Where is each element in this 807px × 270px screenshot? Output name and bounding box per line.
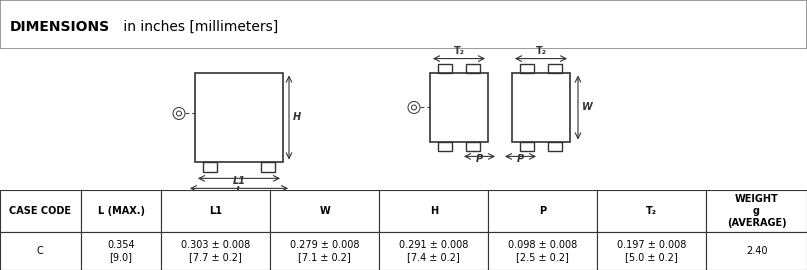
Text: 0.303 ± 0.008
[7.7 ± 0.2]: 0.303 ± 0.008 [7.7 ± 0.2] <box>182 240 250 262</box>
Bar <box>161 190 270 232</box>
Text: C: C <box>37 246 44 256</box>
Bar <box>488 232 597 270</box>
Text: 0.279 ± 0.008
[7.1 ± 0.2]: 0.279 ± 0.008 [7.1 ± 0.2] <box>290 240 360 262</box>
Text: in inches [millimeters]: in inches [millimeters] <box>119 20 278 34</box>
Bar <box>379 190 488 232</box>
Bar <box>512 73 570 143</box>
Bar <box>548 143 562 151</box>
Text: H: H <box>429 206 438 216</box>
Text: P: P <box>539 206 546 216</box>
Bar <box>438 63 452 73</box>
Text: 2.40: 2.40 <box>746 246 767 256</box>
Bar <box>597 190 706 232</box>
Bar <box>520 143 534 151</box>
Text: 0.197 ± 0.008
[5.0 ± 0.2]: 0.197 ± 0.008 [5.0 ± 0.2] <box>617 240 686 262</box>
Text: WEIGHT
g
(AVERAGE): WEIGHT g (AVERAGE) <box>727 194 786 228</box>
Bar <box>195 73 283 162</box>
Text: L: L <box>236 186 242 196</box>
Bar <box>261 162 275 172</box>
Bar <box>466 63 480 73</box>
Bar <box>379 232 488 270</box>
Bar <box>161 232 270 270</box>
Bar <box>203 162 217 172</box>
Text: P: P <box>517 154 524 164</box>
Text: T₂: T₂ <box>536 46 546 56</box>
Text: T₂: T₂ <box>454 46 465 56</box>
Text: 0.098 ± 0.008
[2.5 ± 0.2]: 0.098 ± 0.008 [2.5 ± 0.2] <box>508 240 577 262</box>
Text: 0.291 ± 0.008
[7.4 ± 0.2]: 0.291 ± 0.008 [7.4 ± 0.2] <box>399 240 468 262</box>
Text: T₂: T₂ <box>646 206 657 216</box>
Bar <box>430 73 488 143</box>
Bar <box>270 232 379 270</box>
Text: 0.354
[9.0]: 0.354 [9.0] <box>107 240 135 262</box>
Bar <box>0 232 81 270</box>
Text: DIMENSIONS: DIMENSIONS <box>10 20 110 34</box>
Text: W: W <box>320 206 330 216</box>
Bar <box>706 232 807 270</box>
Text: L1: L1 <box>232 176 245 186</box>
Text: P: P <box>476 154 483 164</box>
Bar <box>81 232 161 270</box>
Bar <box>438 143 452 151</box>
Text: L (MAX.): L (MAX.) <box>98 206 144 216</box>
Text: W: W <box>582 103 593 113</box>
Bar <box>597 232 706 270</box>
Bar <box>466 143 480 151</box>
Text: L1: L1 <box>209 206 223 216</box>
Text: CASE CODE: CASE CODE <box>10 206 71 216</box>
Bar <box>548 63 562 73</box>
Bar <box>706 190 807 232</box>
Bar <box>488 190 597 232</box>
Bar <box>270 190 379 232</box>
Bar <box>81 190 161 232</box>
Bar <box>0 190 81 232</box>
Text: H: H <box>293 113 301 123</box>
Bar <box>520 63 534 73</box>
